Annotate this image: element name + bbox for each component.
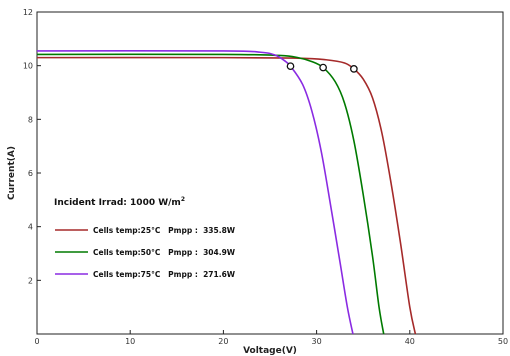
x-axis-title: Voltage(V) — [243, 346, 297, 356]
irradiance-superscript: 2 — [181, 196, 185, 203]
x-tick-label: 40 — [405, 337, 415, 346]
plot-area — [36, 11, 504, 335]
mpp-marker-1 — [350, 65, 358, 73]
legend-label: Cells temp:25°C Pmpp : 335.8W — [93, 226, 236, 235]
y-tick-label: 4 — [28, 223, 33, 232]
x-tick-label: 50 — [498, 337, 508, 346]
y-tick-label: 12 — [23, 8, 33, 17]
x-tick-label: 10 — [125, 337, 135, 346]
axis-ticks: 0 10 20 30 40 50 2 4 6 8 10 12 — [23, 8, 508, 346]
y-tick-label: 8 — [28, 115, 33, 124]
x-tick-label: 30 — [312, 337, 322, 346]
mpp-marker-3 — [286, 62, 295, 71]
series-line-1 — [36, 56, 417, 335]
x-tick-label: 0 — [34, 337, 39, 346]
legend: Cells temp:25°C Pmpp : 335.8W Cells temp:… — [55, 226, 236, 279]
series-layer — [36, 50, 417, 335]
y-tick-label: 2 — [28, 276, 33, 285]
legend-label: Cells temp:50°C Pmpp : 304.9W — [93, 248, 236, 257]
y-tick-label: 6 — [28, 169, 33, 178]
legend-label: Cells temp:75°C Pmpp : 271.6W — [93, 270, 236, 279]
y-tick-label: 10 — [23, 62, 33, 71]
series-line-3 — [36, 50, 354, 335]
mpp-marker-2 — [319, 63, 327, 72]
series-line-2 — [36, 53, 385, 335]
y-axis-title: Current(A) — [7, 146, 17, 200]
irradiance-annotation: Incident Irrad: 1000 W/m2 — [54, 196, 185, 208]
irradiance-text: Incident Irrad: 1000 W/m — [54, 198, 181, 208]
x-tick-label: 20 — [218, 337, 228, 346]
